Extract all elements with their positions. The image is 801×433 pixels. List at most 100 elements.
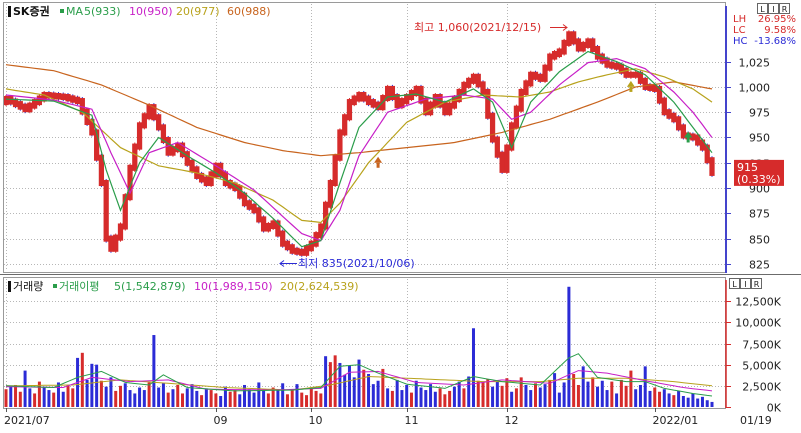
volume-bar [271,387,275,407]
low-annotation: 최저 835(2021/10/06) [298,257,415,270]
volume-bar [104,386,108,407]
volume-bar [390,390,394,407]
candle [499,150,505,174]
candle [695,133,701,147]
candle [189,158,195,174]
candle [213,161,219,179]
price-tick-label: 850 [749,234,770,247]
volume-bar [252,392,256,407]
price-button-l[interactable] [757,3,768,14]
time-tick-label: 09 [214,414,228,427]
legend-marker-icon [8,6,11,17]
candle [384,84,391,103]
volume-bar [61,391,65,407]
price-button-l-label: L [760,5,765,14]
volume-ma20-line [6,375,713,391]
candle [675,115,682,132]
volume-bar [295,384,299,407]
candle [528,70,534,88]
candle [70,94,76,104]
volume-bar [519,377,523,407]
candle [599,52,605,65]
volume-bar [99,380,103,407]
volume-bar [147,382,151,407]
volume-bar [123,383,127,407]
volume-bar [214,393,218,407]
signal-markers [374,80,693,168]
price-legend: SK증권 MA 5(933) 10(950) 20(977) 60(988) [8,5,271,18]
volume-bar [443,394,447,407]
volume-bar [281,383,285,407]
volume-bar [142,390,146,407]
candle [423,96,429,117]
candle [318,222,324,240]
candle [136,121,143,151]
volume-scale-buttons: L I R [729,278,762,289]
price-tick-label: 975 [749,107,770,120]
candle [561,38,567,56]
volume-bar [47,390,51,407]
ma60-line [5,64,713,157]
candle [432,92,438,109]
candle [346,98,353,122]
volume-bar [395,379,399,407]
volume-bar [276,390,280,407]
volume-ma10-line [5,370,713,392]
volume-button-l[interactable] [729,278,740,289]
ma-label: MA [66,5,83,18]
candle [251,202,257,215]
volume-tick-label: 0K [767,402,782,415]
volume-bar [347,365,351,407]
volume-bar [90,363,94,407]
candle [51,91,57,101]
stock-name: SK증권 [13,5,50,18]
volume-bar [80,352,84,407]
candle [666,108,672,120]
price-tick-label: 1,000 [739,82,771,95]
volume-bar [534,383,537,407]
candle [156,113,162,132]
candle [175,141,181,154]
volume-bar [419,387,423,407]
high-annotation: 최고 1,060(2021/12/15) [414,21,541,34]
stat-hc-value: -13.68% [754,36,796,47]
candle [485,87,491,120]
volume-bar [491,386,495,407]
volume-bar [52,392,56,407]
time-tick-label: 11 [405,414,419,427]
last-price-tag-background [734,159,784,186]
stat-lh-label: LH [733,14,746,25]
buy-signal-arrow-icon [374,156,383,168]
volume-bar [429,384,433,407]
candle [537,72,543,83]
price-button-i[interactable] [768,3,779,14]
price-scale-buttons: L I R [757,3,790,14]
candle [580,40,586,53]
candle [489,111,496,144]
candle [294,246,300,256]
candle [289,243,295,255]
candle [60,92,66,102]
price-button-r-label: R [782,5,788,14]
volume-button-i[interactable] [740,278,751,289]
candle [532,70,539,81]
price-moving-averages [5,50,713,248]
volume-bar [23,370,27,407]
volume-bar [71,388,75,407]
price-button-r[interactable] [779,3,790,14]
candle [299,247,305,257]
volume-bar [495,381,499,407]
volume-bar [262,390,266,407]
volume-bar [14,384,18,407]
volume-bar [462,388,466,407]
candle [246,199,252,211]
volume-bar [305,395,309,407]
low-arrow-icon [279,260,297,267]
volume-bar [28,388,32,407]
volume-button-r[interactable] [751,278,762,289]
volume-bar [543,384,547,407]
candle [303,244,310,257]
volume-ma5-legend: 5(1,542,879) [114,280,186,293]
candle [447,101,453,117]
